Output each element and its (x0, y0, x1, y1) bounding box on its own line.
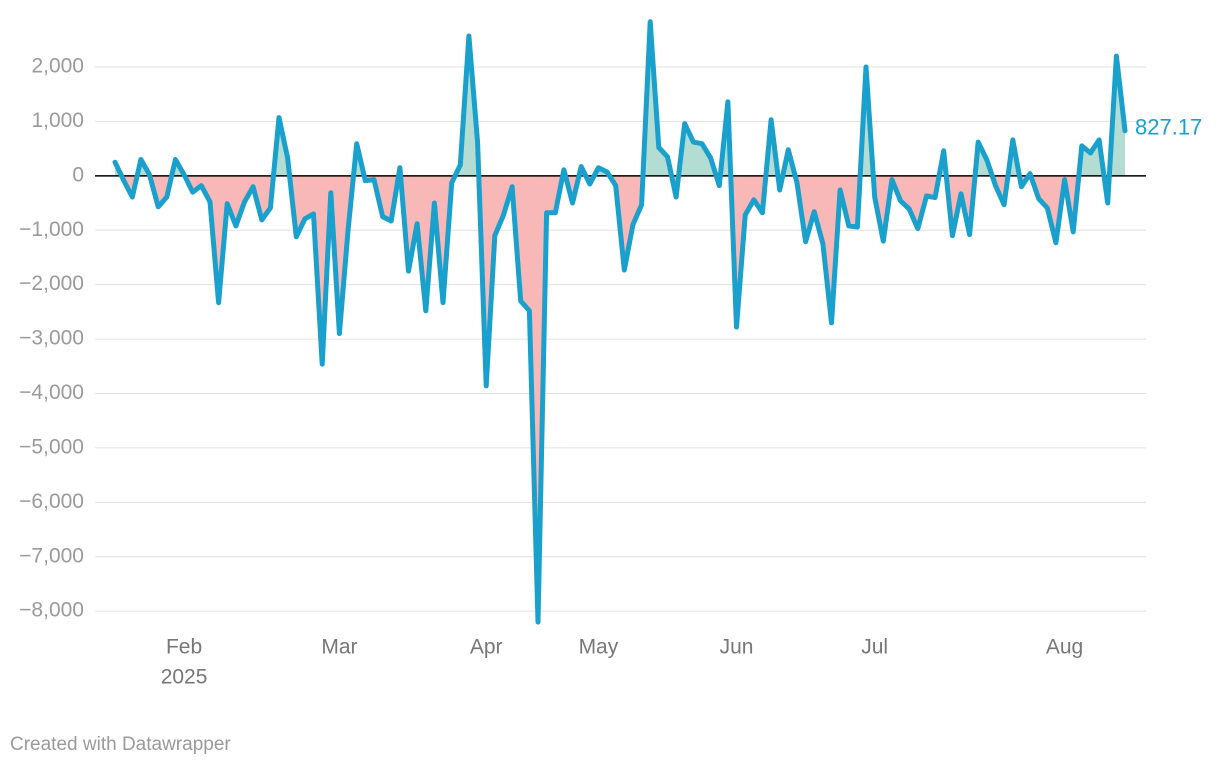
x-tick-label: Jul (861, 636, 888, 659)
area-positive (115, 21, 1125, 176)
x-tick-label: Jun (720, 636, 754, 659)
area-negative (115, 175, 1125, 623)
y-tick-label: 2,000 (31, 55, 84, 78)
x-tick-label: May (579, 636, 619, 659)
y-tick-label: −5,000 (19, 435, 84, 458)
x-year-label: 2025 (161, 666, 208, 689)
y-tick-label: 0 (72, 163, 84, 186)
x-tick-label: Apr (470, 636, 503, 659)
y-tick-label: −1,000 (19, 218, 84, 241)
x-tick-label: Aug (1046, 636, 1083, 659)
y-tick-label: −6,000 (19, 490, 84, 513)
x-tick-label: Mar (321, 636, 357, 659)
x-tick-label: Feb (166, 636, 202, 659)
credit: Created with Datawrapper (10, 734, 231, 755)
y-tick-label: −7,000 (19, 544, 84, 567)
y-tick-label: −2,000 (19, 272, 84, 295)
line (112, 19, 1128, 625)
end-label: 827.17 (1135, 115, 1202, 140)
y-tick-label: 1,000 (31, 109, 84, 132)
y-tick-label: −8,000 (19, 599, 84, 622)
y-tick-label: −4,000 (19, 381, 84, 404)
y-tick-label: −3,000 (19, 327, 84, 350)
